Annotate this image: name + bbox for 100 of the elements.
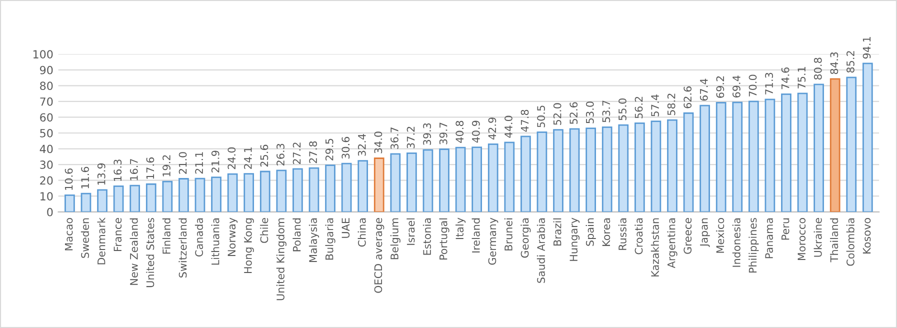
- bar: [569, 128, 580, 212]
- data-label: 62.6: [684, 86, 692, 108]
- y-tick-label: 50: [40, 128, 53, 138]
- x-tick-label: Korea: [602, 218, 610, 246]
- data-label: 40.9: [472, 120, 480, 143]
- bar: [667, 119, 678, 212]
- x-tick-label: Philippines: [748, 218, 759, 273]
- bar: [700, 104, 710, 212]
- data-label: 24.0: [228, 147, 236, 170]
- bar: [64, 194, 75, 212]
- data-label: 16.7: [130, 159, 138, 180]
- bar: [146, 183, 156, 212]
- x-tick-label: Macao: [64, 218, 73, 250]
- data-label: 53.0: [586, 102, 594, 124]
- bar: [422, 149, 434, 212]
- x-tick-label: Ukraine: [814, 218, 822, 257]
- data-label: 56.2: [634, 96, 643, 118]
- bar: [618, 124, 629, 212]
- bar: [536, 132, 548, 212]
- y-tick-label: 0: [47, 208, 53, 216]
- bar: [748, 100, 759, 212]
- x-tick-label: Brazil: [553, 218, 562, 246]
- data-label: 44.0: [504, 116, 512, 138]
- data-label: 58.2: [667, 94, 676, 116]
- y-tick-label: 30: [40, 160, 53, 169]
- bar: [488, 144, 498, 212]
- bar: [814, 84, 824, 212]
- y-tick-label: 40: [40, 144, 53, 154]
- data-label: 52.0: [553, 103, 562, 125]
- x-tick-label: Japan: [700, 218, 710, 248]
- x-tick-label: Georgia: [520, 218, 531, 258]
- x-tick-label: Finland: [162, 218, 170, 254]
- bar: [797, 92, 808, 212]
- bar: [472, 146, 482, 212]
- data-label: 70.0: [748, 74, 757, 96]
- bar: [341, 162, 352, 212]
- bar: [260, 170, 270, 212]
- bar: [455, 146, 466, 212]
- data-label: 52.6: [570, 102, 578, 124]
- data-label: 50.5: [537, 106, 545, 128]
- data-label: 11.6: [81, 166, 90, 188]
- x-tick-label: France: [114, 218, 122, 252]
- x-tick-label: Spain: [586, 218, 596, 246]
- x-tick-label: Russia: [618, 218, 626, 250]
- data-label: 39.7: [439, 122, 448, 144]
- bar: [862, 62, 873, 212]
- x-tick-label: Kazakhstan: [650, 218, 659, 276]
- x-tick-label: Saudi Arabia: [536, 218, 545, 283]
- x-tick-label: Germany: [488, 218, 498, 265]
- x-tick-label: Brunei: [504, 218, 512, 250]
- data-label: 27.8: [309, 141, 317, 164]
- x-tick-label: Indonesia: [732, 218, 740, 267]
- x-tick-label: Chile: [260, 218, 268, 243]
- data-label: 47.8: [520, 110, 529, 132]
- data-label: 40.8: [456, 120, 464, 143]
- bar: [178, 178, 189, 212]
- data-label: 36.7: [390, 128, 398, 150]
- x-tick-label: United States: [146, 218, 154, 288]
- data-label: 13.9: [97, 163, 106, 185]
- data-label: 34.0: [374, 132, 382, 154]
- x-tick-label: Thailand: [830, 218, 838, 262]
- x-tick-label: Croatia: [634, 218, 643, 254]
- data-label: 94.1: [862, 37, 871, 59]
- bar: [130, 184, 140, 212]
- bar: [586, 128, 596, 212]
- bar: [308, 167, 320, 212]
- bar: [650, 120, 662, 212]
- x-tick-label: Greece: [684, 218, 692, 254]
- data-label: 26.3: [276, 144, 284, 166]
- x-tick-label: Switzerland: [178, 218, 187, 278]
- data-label: 32.4: [358, 134, 366, 156]
- bar: [716, 102, 726, 212]
- bar: [374, 158, 384, 212]
- bar: [439, 148, 450, 212]
- bar: [683, 112, 694, 212]
- x-tick-label: Canada: [194, 218, 204, 256]
- data-label: 37.2: [406, 126, 415, 148]
- y-tick-label: 60: [40, 113, 53, 122]
- data-label: 55.0: [618, 98, 626, 120]
- x-tick-label: Panama: [765, 218, 773, 258]
- data-label: 67.4: [700, 78, 708, 101]
- data-label: 53.7: [602, 100, 610, 122]
- data-label: 24.1: [244, 147, 252, 169]
- bar: [504, 142, 515, 212]
- bar: [276, 170, 287, 212]
- x-tick-label: Sweden: [80, 218, 90, 258]
- y-tick-label: 20: [40, 176, 53, 185]
- data-label: 80.8: [814, 58, 822, 80]
- bar: [292, 168, 303, 212]
- x-tick-label: Italy: [456, 218, 466, 240]
- data-label: 16.3: [114, 160, 122, 181]
- x-tick-label: UAE: [342, 218, 350, 238]
- x-tick-label: Peru: [782, 218, 790, 240]
- data-label: 29.5: [325, 138, 334, 160]
- x-tick-label: United Kingdom: [276, 218, 286, 300]
- x-tick-label: Hungary: [570, 218, 580, 261]
- y-tick-label: 100: [33, 50, 53, 58]
- bar: [406, 152, 417, 212]
- data-label: 84.3: [830, 52, 838, 74]
- x-tick-label: Mexico: [716, 218, 724, 253]
